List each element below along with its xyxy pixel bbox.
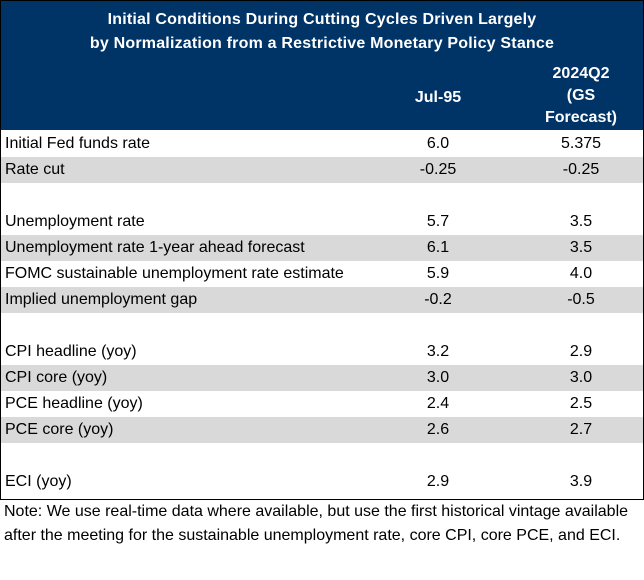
row-label: CPI core (yoy) [5, 369, 108, 386]
table-row: Initial Fed funds rate 6.0 5.375 [1, 131, 643, 157]
row-value-jul-95: 2.9 [426, 473, 450, 490]
column-header-2024q2-line-1: 2024Q2 [552, 65, 610, 82]
table-note: Note: We use real-time data where availa… [4, 503, 629, 544]
row-value-jul-95: 2.6 [426, 421, 450, 438]
row-label: Initial Fed funds rate [5, 135, 150, 152]
table-row: Implied unemployment gap -0.2 -0.5 [1, 287, 643, 313]
row-value-2024q2: 4.0 [569, 265, 593, 282]
column-header-2024q2-line-3: Forecast) [544, 109, 618, 126]
row-value-2024q2: 3.9 [569, 473, 593, 490]
row-label: FOMC sustainable unemployment rate estim… [5, 265, 344, 282]
table-row: PCE core (yoy) 2.6 2.7 [1, 417, 643, 443]
table-row: Unemployment rate 5.7 3.5 [1, 209, 643, 235]
row-spacer [1, 183, 643, 209]
row-label: PCE headline (yoy) [5, 395, 143, 412]
table-row: CPI headline (yoy) 3.2 2.9 [1, 339, 643, 365]
row-value-2024q2: 2.5 [569, 395, 593, 412]
row-value-2024q2: -0.25 [562, 161, 600, 178]
table-row: Unemployment rate 1-year ahead forecast … [1, 235, 643, 261]
row-value-2024q2: 3.5 [569, 239, 593, 256]
row-value-jul-95: 6.0 [426, 135, 450, 152]
row-spacer [1, 313, 643, 339]
row-value-2024q2: 3.0 [569, 369, 593, 386]
row-label: Unemployment rate 1-year ahead forecast [5, 239, 305, 256]
row-value-jul-95: 3.2 [426, 343, 450, 360]
row-value-jul-95: 3.0 [426, 369, 450, 386]
title-line-2: by Normalization from a Restrictive Mone… [89, 35, 555, 52]
column-header-2024q2: 2024Q2 (GS Forecast) [521, 63, 641, 129]
row-label: Rate cut [5, 161, 65, 178]
title-line-1: Initial Conditions During Cutting Cycles… [107, 11, 537, 28]
row-label: Unemployment rate [5, 213, 145, 230]
row-value-2024q2: 5.375 [560, 135, 602, 152]
table-header: Initial Conditions During Cutting Cycles… [1, 1, 643, 130]
column-header-2024q2-line-2: (GS [566, 87, 596, 104]
row-spacer [1, 443, 643, 469]
table-row: CPI core (yoy) 3.0 3.0 [1, 365, 643, 391]
row-label: CPI headline (yoy) [5, 343, 137, 360]
table-row: PCE headline (yoy) 2.4 2.5 [1, 391, 643, 417]
row-value-2024q2: 2.7 [569, 421, 593, 438]
table-body: Initial Fed funds rate 6.0 5.375 Rate cu… [1, 131, 643, 495]
row-value-jul-95: 6.1 [426, 239, 450, 256]
row-label: PCE core (yoy) [5, 421, 114, 438]
column-header-jul-95: Jul-95 [414, 89, 462, 106]
row-label: ECI (yoy) [5, 473, 72, 490]
row-value-jul-95: 2.4 [426, 395, 450, 412]
row-value-jul-95: -0.2 [424, 291, 452, 308]
table-title: Initial Conditions During Cutting Cycles… [1, 8, 643, 56]
row-value-2024q2: 2.9 [569, 343, 593, 360]
row-value-2024q2: -0.5 [567, 291, 595, 308]
row-value-2024q2: 3.5 [569, 213, 593, 230]
row-value-jul-95: 5.9 [426, 265, 450, 282]
row-value-jul-95: 5.7 [426, 213, 450, 230]
table-row: Rate cut -0.25 -0.25 [1, 157, 643, 183]
table-row: ECI (yoy) 2.9 3.9 [1, 469, 643, 495]
table-row: FOMC sustainable unemployment rate estim… [1, 261, 643, 287]
row-value-jul-95: -0.25 [419, 161, 457, 178]
row-label: Implied unemployment gap [5, 291, 198, 308]
